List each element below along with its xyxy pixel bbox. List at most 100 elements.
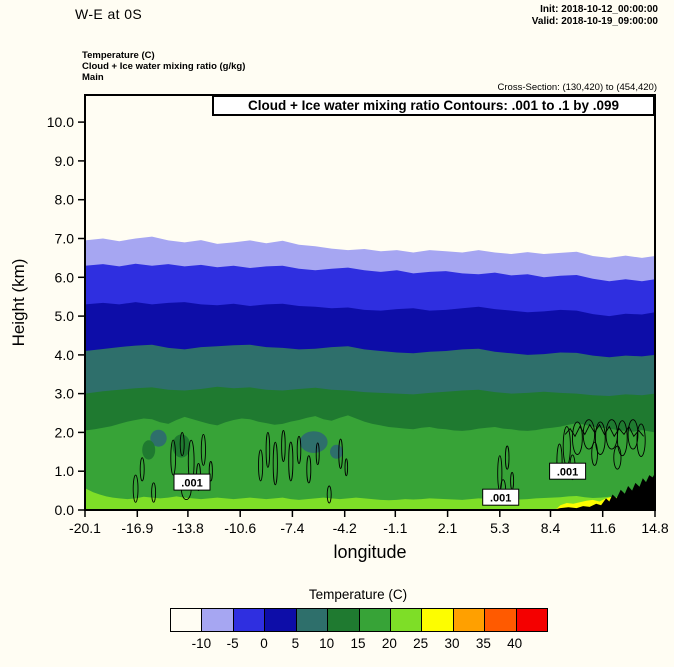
cloud-contour	[572, 421, 583, 455]
colorbar-tick-label: 10	[319, 636, 335, 651]
temperature-band	[85, 415, 655, 510]
x-tick-label: 8.4	[541, 520, 561, 536]
cloud-contour	[504, 445, 510, 470]
y-tick-label: 10.0	[47, 114, 74, 130]
x-tick-label: 11.6	[590, 520, 616, 536]
init-time: Init: 2018-10-12_00:00:00	[540, 4, 658, 15]
contour-label-box	[173, 473, 211, 491]
cross-section-note: Cross-Section: (130,420) to (454,420)	[497, 82, 657, 93]
cloud-contour	[306, 455, 312, 484]
y-tick-label: 1.0	[55, 463, 75, 479]
colorbar-tick-label: -10	[191, 636, 212, 651]
model-times: Init: 2018-10-12_00:00:00 Valid: 2018-10…	[532, 4, 658, 28]
y-tick-label: 3.0	[55, 386, 75, 402]
contour-label: .001	[557, 467, 578, 479]
temperature-pocket	[142, 440, 156, 460]
cloud-contour	[265, 431, 271, 468]
y-tick-label: 2.0	[55, 424, 75, 440]
y-tick-label: 9.0	[55, 153, 75, 169]
y-tick-label: 4.0	[55, 347, 75, 363]
colorbar-cell	[516, 609, 548, 631]
cloud-contour	[594, 421, 606, 455]
colorbar-tick-label: 30	[444, 636, 460, 651]
cloud-contour	[616, 420, 628, 457]
colorbar-cell	[485, 609, 517, 631]
cloud-contour	[132, 474, 139, 503]
colorbar-tick-label: 15	[350, 636, 366, 651]
cloud-contour	[296, 435, 302, 464]
x-tick-label: -1.1	[383, 520, 407, 536]
valid-time: Valid: 2018-10-19_09:00:00	[531, 16, 658, 27]
x-tick-label: -4.2	[333, 520, 357, 536]
x-tick-label: -13.8	[172, 520, 204, 536]
field-list: Temperature (C) Cloud + Ice water mixing…	[82, 50, 245, 83]
contour-label: .001	[181, 478, 202, 490]
x-tick-label: 14.8	[641, 520, 668, 536]
cloud-contour	[627, 419, 639, 450]
cloud-contour	[326, 485, 332, 504]
colorbar-cell	[422, 609, 454, 631]
cloud-contour	[258, 449, 264, 482]
colorbar-tick-label: -5	[226, 636, 239, 651]
colorbar-cell	[390, 609, 423, 631]
field-domain: Main	[82, 72, 104, 83]
field-cloud-ice: Cloud + Ice water mixing ratio (g/kg)	[82, 61, 246, 72]
cloud-contour	[272, 441, 278, 486]
page-title: W-E at 0S	[75, 6, 143, 22]
x-tick-label: 5.3	[490, 520, 510, 536]
temperature-pocket	[330, 444, 343, 459]
cloud-contour	[179, 432, 185, 457]
y-tick-label: 5.0	[55, 308, 75, 324]
colorbar	[170, 608, 548, 632]
colorbar-cell	[202, 609, 234, 631]
colorbar-labels: -10 -5 0 5 10 15 20 25 30 35 40	[170, 636, 546, 654]
x-tick-label: -7.4	[280, 520, 304, 536]
temperature-pocket	[172, 434, 191, 458]
cloud-contour	[208, 461, 213, 482]
cloud-contour	[139, 457, 145, 482]
contour-label-box	[549, 462, 587, 480]
x-tick-label: 2.1	[438, 520, 458, 536]
cloud-contour	[151, 482, 157, 503]
colorbar-cell	[328, 609, 360, 631]
colorbar-cell	[265, 609, 297, 631]
colorbar-cell	[296, 609, 329, 631]
cloud-contour	[636, 423, 646, 457]
x-tick-label: -10.6	[224, 520, 256, 536]
colorbar-tick-label: 5	[291, 636, 300, 651]
colorbar-cell	[453, 609, 486, 631]
y-tick-label: 7.0	[55, 231, 75, 247]
y-tick-label: 6.0	[55, 269, 75, 285]
x-tick-label: -20.1	[69, 520, 101, 536]
colorbar-tick-label: 25	[413, 636, 429, 651]
x-tick-label: -16.9	[121, 520, 153, 536]
cross-section-plot: .001 .001 .001 -20.1 -16.9 -13.8 -10.6 -7.4 -4.2…	[9, 94, 669, 562]
cloud-contour	[591, 441, 598, 466]
colorbar-tick-label: 20	[381, 636, 397, 651]
cloud-contour	[613, 445, 622, 470]
contour-label-box	[482, 488, 520, 506]
y-tick-label: 0.0	[55, 502, 75, 518]
cloud-contour	[288, 441, 294, 482]
y-axis-title: Height (km)	[9, 259, 28, 347]
cloud-contour	[170, 439, 177, 476]
colorbar-tick-label: 35	[475, 636, 491, 651]
cloud-contour	[338, 438, 343, 469]
colorbar-cell	[171, 609, 203, 631]
y-tick-label: 8.0	[55, 192, 75, 208]
terrain	[552, 473, 655, 510]
cloud-contour	[315, 442, 320, 466]
colorbar-cell	[233, 609, 266, 631]
cloud-contour	[344, 458, 349, 477]
cloud-contour-wave	[564, 423, 644, 438]
contour-info-box: Cloud + Ice water mixing ratio Contours:…	[212, 95, 655, 116]
contour-label: .001	[490, 493, 511, 505]
temperature-pocket	[150, 429, 167, 447]
colorbar-tick-label: 0	[260, 636, 268, 651]
cloud-contour	[200, 433, 206, 466]
x-axis-title: longitude	[333, 542, 406, 562]
colorbar-title: Temperature (C)	[308, 587, 408, 602]
colorbar-cell	[359, 609, 391, 631]
field-temperature: Temperature (C)	[82, 50, 155, 61]
